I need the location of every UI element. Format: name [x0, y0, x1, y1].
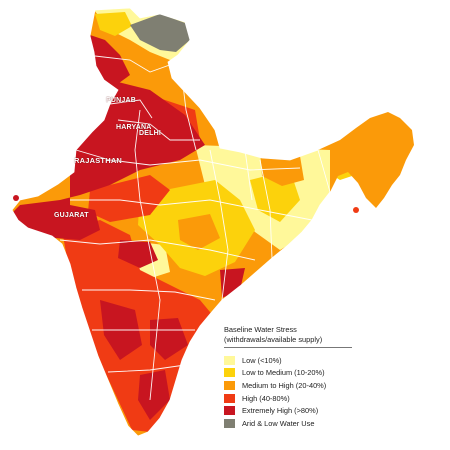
legend-label-medium-high: Medium to High (20-40%) [242, 380, 327, 390]
label-gujarat: GUJARAT [54, 212, 89, 219]
legend-title: Baseline Water Stress [224, 325, 297, 334]
zone-medhigh-center [178, 214, 220, 250]
legend-label-extremely-high: Extremely High (>80%) [242, 406, 319, 416]
legend-swatch-high [224, 393, 235, 403]
legend-item-low: Low (<10%) [224, 354, 354, 367]
legend-swatch-low-medium [224, 368, 235, 378]
zone-high-central [88, 175, 170, 222]
legend-item-high: High (40-80%) [224, 392, 354, 405]
zone-extreme-northwest [12, 80, 205, 240]
legend-swatch-medium-high [224, 380, 235, 390]
zone-extreme-central [118, 240, 158, 268]
label-rajasthan: RAJASTHAN [74, 156, 123, 165]
legend-item-extremely-high: Extremely High (>80%) [224, 404, 354, 417]
label-haryana: HARYANA [116, 124, 152, 131]
legend-item-arid: Arid & Low Water Use [224, 417, 354, 430]
legend-item-low-medium: Low to Medium (10-20%) [224, 367, 354, 380]
label-delhi: DELHI [139, 130, 161, 137]
state-borders [59, 55, 313, 401]
zone-arid-ladakh [130, 14, 190, 52]
island-bengal [353, 207, 359, 213]
legend-swatch-extremely-high [224, 406, 235, 416]
island-gujarat [13, 195, 19, 201]
zone-extreme-south2 [150, 318, 188, 360]
india-outline [11, 7, 331, 437]
legend-label-high: High (40-80%) [242, 393, 290, 403]
legend-swatch-low [224, 355, 235, 365]
zone-lowmed-north [95, 12, 132, 36]
legend-label-low-medium: Low to Medium (10-20%) [242, 368, 325, 378]
legend-label-low: Low (<10%) [242, 355, 282, 365]
legend-swatch-arid [224, 418, 235, 428]
zone-extreme-south3 [138, 370, 170, 420]
label-punjab: PUNJAB [106, 97, 136, 104]
legend-subtitle: (withdrawals/available supply) [224, 335, 323, 344]
legend: Baseline Water Stress (withdrawals/avail… [224, 325, 354, 430]
legend-item-medium-high: Medium to High (20-40%) [224, 379, 354, 392]
legend-label-arid: Arid & Low Water Use [242, 418, 315, 428]
legend-divider [224, 347, 352, 348]
